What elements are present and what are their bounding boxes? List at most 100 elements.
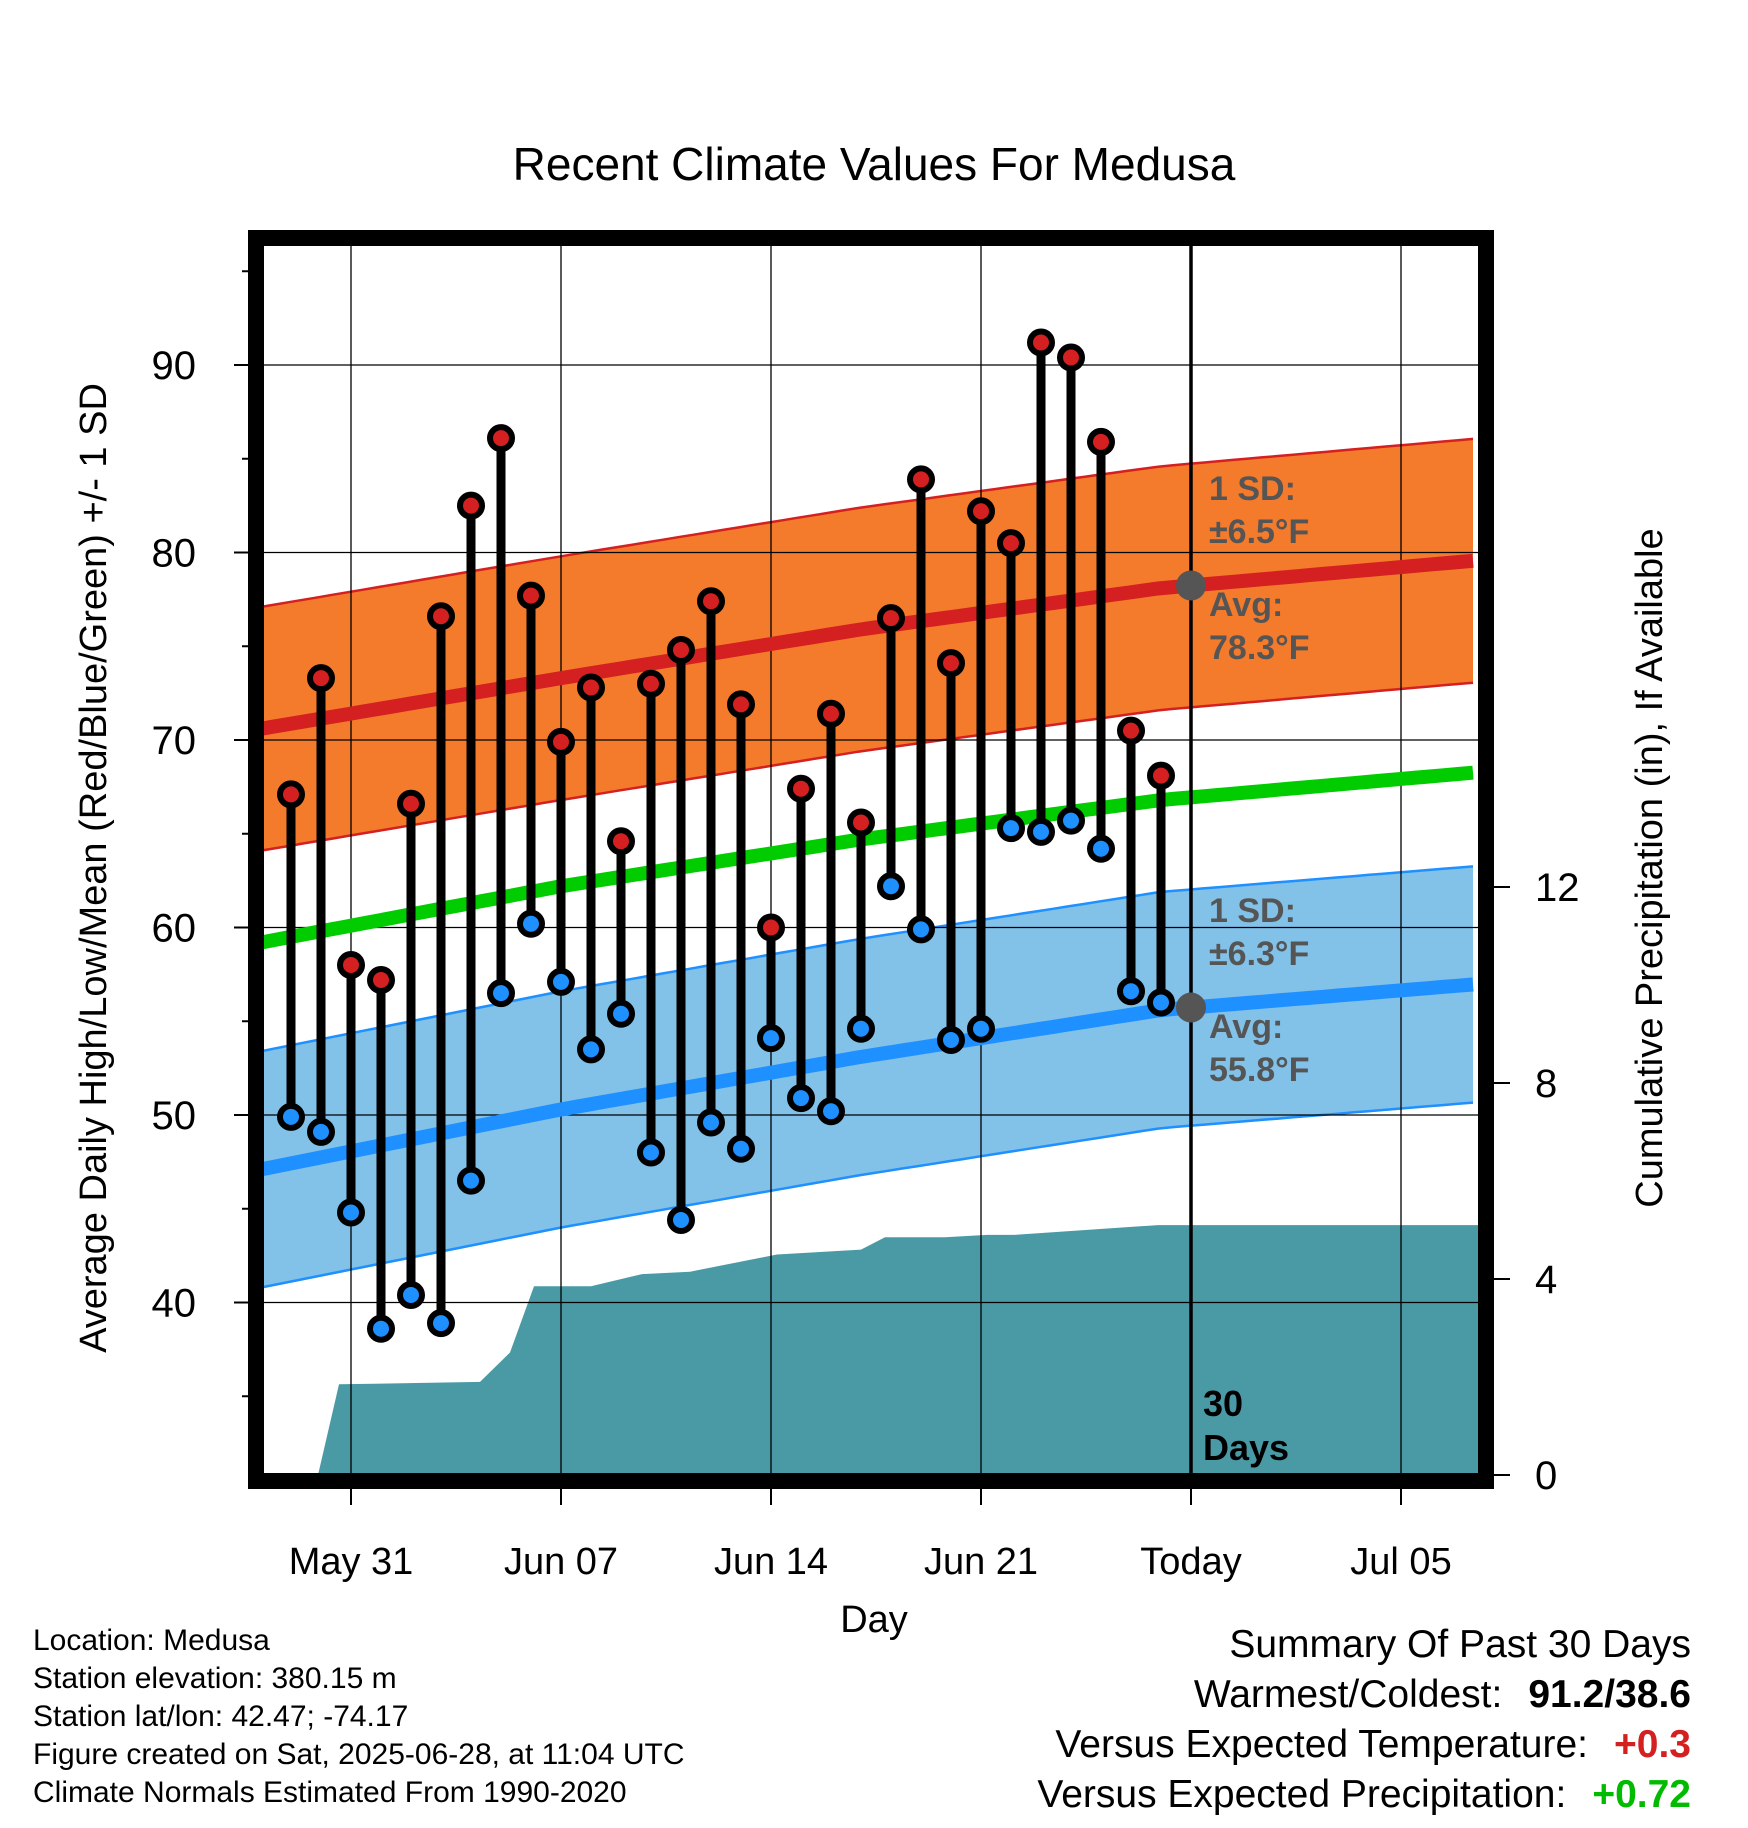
y-axis-ticks [234,270,252,1398]
high-point [1057,343,1085,372]
avg-high-line [256,553,1474,737]
y2-tick-label: 0 [1535,1454,1557,1498]
y-tick-label: 60 [152,907,197,951]
high-point [907,465,935,494]
high-sd-lower-line [257,681,1474,853]
latlon-text: Station lat/lon: 42.47; -74.17 [33,1700,409,1733]
low-sd-lower-line [257,1101,1474,1290]
normals-text: Climate Normals Estimated From 1990-2020 [33,1776,627,1809]
plot-frame [248,230,1494,1489]
today-days-word: Days [1203,1427,1289,1468]
high-point [727,690,755,719]
high-avg-label: Avg: [1209,586,1283,624]
y2-tick-label: 4 [1535,1258,1557,1302]
high-point [517,581,545,610]
chart-title: Recent Climate Values For Medusa [513,138,1236,190]
high-point [307,664,335,693]
low-point [847,1014,875,1043]
low-point [667,1206,695,1234]
precip-row: Versus Expected Precipitation: +0.72 [1037,1770,1691,1820]
high-point [937,649,965,678]
location-text: Location: Medusa [33,1624,270,1657]
y2-tick-label: 12 [1535,866,1580,910]
low-avg-value: 55.8°F [1209,1051,1310,1089]
precip-label: Versus Expected Precipitation: [1037,1773,1567,1816]
x-tick-label: Jun 21 [924,1541,1038,1583]
x-tick-label: May 31 [289,1541,414,1583]
low-point [1027,817,1055,846]
x-tick-label: Jul 05 [1350,1541,1451,1583]
high-point [277,780,305,809]
high-point [1087,427,1115,456]
avg-low-line [256,977,1474,1177]
low-point [727,1134,755,1163]
high-sd-upper-line [257,437,1474,609]
warmest-label: Warmest/Coldest: [1193,1673,1503,1716]
summary-panel: Summary Of Past 30 Days Warmest/Coldest:… [1037,1620,1691,1820]
low-point [637,1138,665,1167]
low-point [607,999,635,1028]
high-point [787,774,815,803]
y-tick-label: 70 [152,719,197,763]
y2-axis-label: Cumulative Precipitation (in), If Availa… [1629,528,1671,1207]
x-tick-label: Jun 07 [504,1541,618,1583]
high-point [427,602,455,631]
high-avg-value: 78.3°F [1209,629,1310,667]
high-point [337,951,365,979]
high-point [847,808,875,837]
low-point [307,1117,335,1146]
low-point [547,967,575,996]
high-point [1027,328,1055,357]
low-point [397,1281,425,1309]
x-axis-label: Day [840,1599,908,1641]
today-high-avg-marker [1176,570,1206,601]
today-days-count: 30 [1203,1383,1243,1424]
low-point [457,1166,485,1195]
precip-value: +0.72 [1592,1773,1691,1816]
precipitation-area [258,1225,1482,1475]
high-point [487,424,515,453]
high-point [547,727,575,756]
warmest-coldest-row: Warmest/Coldest: 91.2/38.6 [1037,1670,1691,1720]
temp-row: Versus Expected Temperature: +0.3 [1037,1720,1691,1770]
low-point [757,1024,785,1053]
low-point [1117,977,1145,1006]
high-point [1117,716,1145,745]
station-info: Location: Medusa Station elevation: 380.… [33,1622,685,1812]
low-point [337,1198,365,1227]
high-point [637,669,665,698]
x-tick-label: Jun 14 [714,1541,828,1583]
today-low-avg-marker [1176,992,1206,1023]
high-point [367,966,395,994]
low-point [967,1014,995,1043]
high-point [877,604,905,633]
x-axis-ticks [350,1485,1402,1505]
y-tick-label: 50 [152,1094,197,1138]
warmest-value: 91.2/38.6 [1528,1673,1691,1716]
high-point [817,699,845,728]
low-point [907,915,935,944]
low-point [517,909,545,938]
high-point [577,673,605,702]
y2-axis-ticks [1490,886,1510,1476]
low-point [817,1097,845,1126]
low-point [277,1102,305,1131]
elevation-text: Station elevation: 380.15 m [33,1662,397,1695]
y-tick-label: 40 [152,1282,197,1326]
temp-value: +0.3 [1614,1723,1691,1766]
low-point [487,979,515,1008]
low-point [697,1108,725,1137]
low-sd-value: ±6.3°F [1209,935,1309,973]
high-sd-label: 1 SD: [1209,470,1296,508]
high-point [1147,761,1175,790]
low-avg-label: Avg: [1209,1008,1283,1046]
x-tick-label: Today [1140,1541,1241,1583]
low-point [937,1026,965,1054]
y-axis-label: Average Daily High/Low/Mean (Red/Blue/Gr… [73,383,115,1353]
high-point [667,636,695,664]
created-text: Figure created on Sat, 2025-06-28, at 11… [33,1738,685,1771]
low-point [1087,834,1115,863]
low-point [997,814,1025,843]
low-point [1057,806,1085,835]
